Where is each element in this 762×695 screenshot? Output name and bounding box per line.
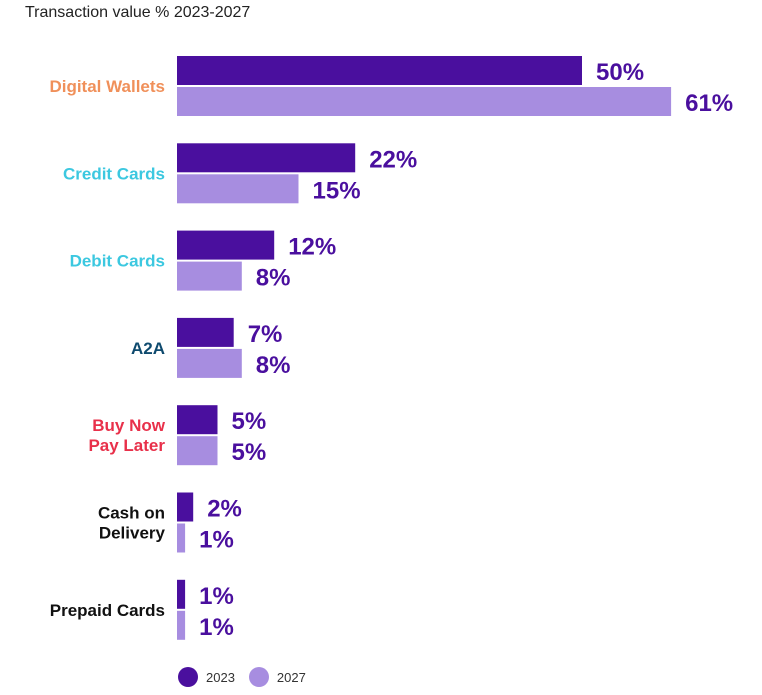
category-label: Credit Cards: [63, 164, 165, 183]
legend: 2023 2027: [178, 667, 306, 687]
category-label: Pay Later: [88, 436, 165, 455]
bar-2027: [177, 610, 186, 640]
bar-2027: [177, 348, 242, 378]
value-label-2023: 22%: [369, 146, 417, 173]
bar-2027: [177, 436, 218, 466]
value-label-2027: 5%: [232, 439, 267, 466]
value-label-2023: 2%: [207, 496, 242, 523]
bar-2023: [177, 317, 234, 347]
chart-subtitle: Transaction value % 2023-2027: [25, 4, 251, 21]
value-label-2027: 61%: [685, 90, 733, 117]
value-label-2023: 5%: [232, 408, 267, 435]
category-label: Cash on: [98, 504, 165, 523]
legend-label-2027: 2027: [276, 669, 306, 685]
value-label-2027: 8%: [256, 265, 291, 292]
category-label: Delivery: [99, 524, 166, 543]
bar-2023: [177, 56, 582, 85]
bar-2027: [177, 523, 186, 553]
bar-2023: [177, 579, 186, 609]
value-label-2023: 50%: [596, 59, 644, 86]
category-label: Digital Wallets: [49, 77, 165, 96]
value-label-2023: 12%: [288, 234, 336, 261]
value-label-2027: 1%: [199, 527, 234, 554]
bar-2027: [177, 87, 672, 116]
legend-item-2027: 2027: [248, 667, 306, 687]
legend-swatch-2023: [178, 667, 198, 687]
bar-2023: [177, 405, 218, 435]
category-label: Buy Now: [92, 416, 166, 435]
bar-2023: [177, 230, 275, 260]
legend-swatch-2027: [248, 667, 269, 687]
value-label-2023: 1%: [199, 583, 234, 610]
legend-item-2023: 2023: [178, 667, 235, 687]
bar-2027: [177, 261, 242, 291]
bar-2023: [177, 143, 356, 173]
value-label-2027: 1%: [199, 614, 234, 641]
bar-chart: Digital Wallets 50% 61% Credit Cards 22% 15% D…: [49, 56, 733, 641]
legend-label-2023: 2023: [206, 669, 235, 685]
bar-2023: [177, 492, 194, 522]
category-label: A2A: [131, 339, 165, 358]
category-label: Debit Cards: [70, 252, 165, 271]
category-label: Prepaid Cards: [50, 601, 165, 620]
value-label-2027: 15%: [313, 177, 361, 204]
value-label-2027: 8%: [256, 352, 291, 379]
value-label-2023: 7%: [248, 321, 283, 348]
bar-2027: [177, 174, 299, 204]
